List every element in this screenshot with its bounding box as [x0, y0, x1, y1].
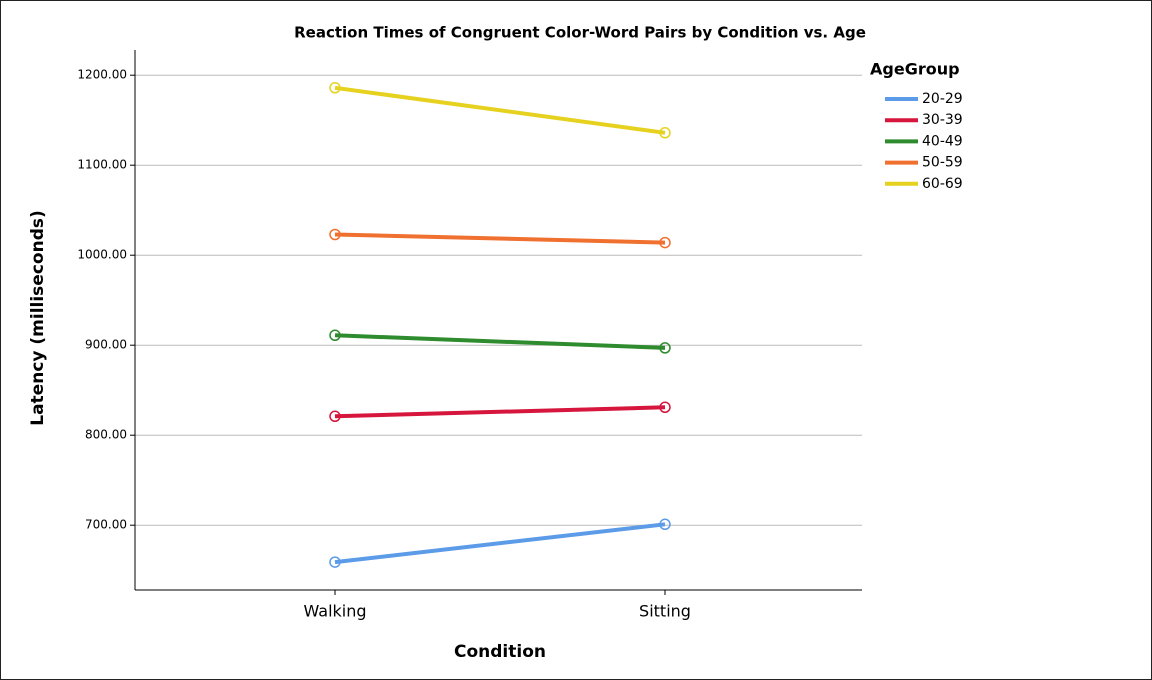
y-tick-label: 1000.00: [77, 248, 127, 262]
x-tick-label: Walking: [303, 602, 366, 621]
data-point: [659, 518, 671, 531]
data-point: [659, 401, 671, 414]
y-tick-label: 800.00: [85, 428, 127, 442]
legend-title: AgeGroup: [870, 60, 960, 79]
y-axis-title: Latency (milliseconds): [28, 210, 48, 426]
legend-label: 30-39: [922, 112, 963, 128]
x-tick-label: Sitting: [639, 602, 691, 621]
y-tick-label: 1200.00: [77, 68, 127, 82]
data-point: [329, 82, 341, 94]
data-point: [659, 127, 671, 139]
series-line: [334, 522, 666, 565]
y-tick-label: 900.00: [85, 338, 127, 352]
y-tick-label: 1100.00: [77, 158, 127, 172]
series-line: [334, 333, 666, 350]
data-point: [659, 342, 671, 354]
legend-label: 40-49: [922, 133, 963, 149]
legend-label: 60-69: [922, 176, 963, 192]
series-line: [334, 405, 666, 419]
y-tick-label: 700.00: [85, 518, 127, 532]
data-point: [329, 410, 341, 423]
x-axis-title: Condition: [454, 642, 546, 662]
chart-title: Reaction Times of Congruent Color-Word P…: [294, 24, 866, 42]
data-point: [329, 329, 341, 342]
data-point: [329, 556, 341, 568]
series-line: [334, 85, 666, 135]
series-line: [334, 232, 666, 245]
data-point: [329, 228, 341, 241]
data-point: [659, 236, 671, 249]
legend-label: 50-59: [922, 155, 963, 171]
legend-label: 20-29: [922, 91, 963, 107]
